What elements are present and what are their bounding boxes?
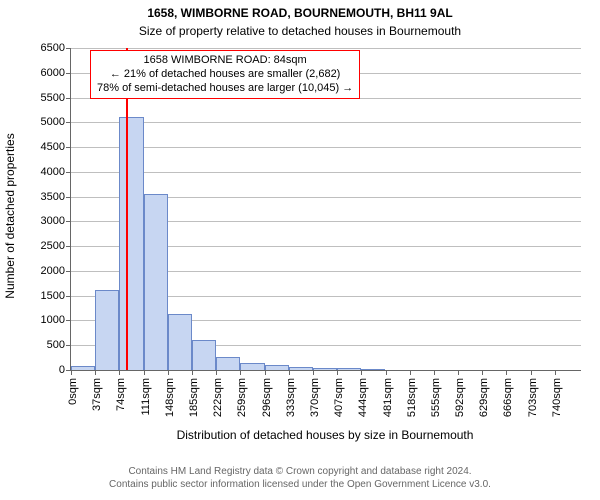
histogram-bar	[192, 340, 216, 370]
histogram-bar	[289, 367, 313, 370]
xtick-label: 185sqm	[188, 378, 200, 417]
xtick-mark	[410, 370, 411, 375]
ytick-label: 2000	[41, 265, 71, 277]
xtick-label: 74sqm	[115, 378, 127, 411]
ytick-label: 1000	[41, 314, 71, 326]
xtick-mark	[168, 370, 169, 375]
histogram-bar	[265, 365, 289, 370]
histogram-bar	[216, 357, 240, 370]
ytick-label: 3000	[41, 215, 71, 227]
chart-title-subtitle: Size of property relative to detached ho…	[0, 24, 600, 38]
xtick-label: 592sqm	[454, 378, 466, 417]
ytick-label: 2500	[41, 240, 71, 252]
xtick-label: 518sqm	[406, 378, 418, 417]
chart-title-address: 1658, WIMBORNE ROAD, BOURNEMOUTH, BH11 9…	[0, 6, 600, 20]
xtick-mark	[506, 370, 507, 375]
ytick-label: 5000	[41, 116, 71, 128]
xtick-label: 555sqm	[430, 378, 442, 417]
xtick-mark	[531, 370, 532, 375]
xtick-label: 629sqm	[478, 378, 490, 417]
ytick-label: 5500	[41, 92, 71, 104]
xtick-mark	[95, 370, 96, 375]
xtick-mark	[144, 370, 145, 375]
xtick-mark	[458, 370, 459, 375]
xtick-label: 740sqm	[551, 378, 563, 417]
xtick-label: 333sqm	[285, 378, 297, 417]
ytick-label: 4000	[41, 166, 71, 178]
xtick-label: 37sqm	[91, 378, 103, 411]
histogram-bar	[144, 194, 168, 370]
xtick-label: 481sqm	[382, 378, 394, 417]
annotation-line: 78% of semi-detached houses are larger (…	[97, 82, 353, 96]
histogram-bar	[95, 290, 119, 370]
xtick-mark	[240, 370, 241, 375]
xtick-label: 666sqm	[502, 378, 514, 417]
xtick-label: 296sqm	[261, 378, 273, 417]
footer-attribution: Contains HM Land Registry data © Crown c…	[0, 466, 600, 491]
xtick-label: 370sqm	[309, 378, 321, 417]
footer-line-2: Contains public sector information licen…	[0, 479, 600, 492]
xtick-label: 444sqm	[357, 378, 369, 417]
xtick-mark	[361, 370, 362, 375]
xtick-mark	[482, 370, 483, 375]
histogram-bar	[168, 314, 192, 370]
xtick-mark	[216, 370, 217, 375]
annotation-line: ← 21% of detached houses are smaller (2,…	[97, 68, 353, 82]
histogram-bar	[313, 368, 337, 370]
gridline	[71, 122, 581, 123]
xtick-label: 222sqm	[212, 378, 224, 417]
footer-line-1: Contains HM Land Registry data © Crown c…	[0, 466, 600, 479]
histogram-bar	[337, 368, 361, 370]
ytick-label: 6000	[41, 67, 71, 79]
ytick-label: 500	[47, 339, 71, 351]
ytick-label: 0	[59, 364, 71, 376]
xtick-label: 148sqm	[164, 378, 176, 417]
xtick-label: 0sqm	[67, 378, 79, 405]
y-axis-label: Number of detached properties	[3, 55, 17, 377]
xtick-mark	[434, 370, 435, 375]
histogram-bar	[71, 366, 95, 370]
ytick-label: 1500	[41, 290, 71, 302]
histogram-bar	[119, 117, 143, 370]
chart-container: 1658, WIMBORNE ROAD, BOURNEMOUTH, BH11 9…	[0, 0, 600, 500]
xtick-mark	[265, 370, 266, 375]
xtick-mark	[71, 370, 72, 375]
histogram-bar	[240, 363, 264, 370]
xtick-mark	[386, 370, 387, 375]
annotation-box: 1658 WIMBORNE ROAD: 84sqm← 21% of detach…	[90, 50, 360, 99]
histogram-bar	[361, 369, 385, 370]
gridline	[71, 147, 581, 148]
gridline	[71, 172, 581, 173]
xtick-mark	[289, 370, 290, 375]
xtick-label: 259sqm	[236, 378, 248, 417]
xtick-mark	[555, 370, 556, 375]
xtick-label: 111sqm	[140, 378, 152, 416]
ytick-label: 4500	[41, 141, 71, 153]
xtick-label: 407sqm	[333, 378, 345, 417]
ytick-label: 6500	[41, 42, 71, 54]
xtick-mark	[192, 370, 193, 375]
xtick-mark	[313, 370, 314, 375]
xtick-mark	[119, 370, 120, 375]
ytick-label: 3500	[41, 191, 71, 203]
gridline	[71, 48, 581, 49]
xtick-label: 703sqm	[527, 378, 539, 417]
x-axis-label: Distribution of detached houses by size …	[70, 428, 580, 442]
xtick-mark	[337, 370, 338, 375]
annotation-line: 1658 WIMBORNE ROAD: 84sqm	[97, 54, 353, 68]
